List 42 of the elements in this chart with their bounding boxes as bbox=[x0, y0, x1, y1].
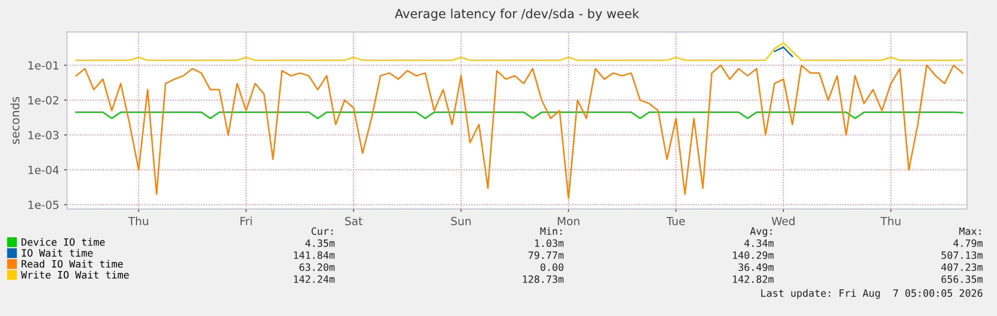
chart-title: Average latency for /dev/sda - by week bbox=[394, 8, 640, 21]
text: 142.24m bbox=[294, 275, 335, 283]
x-tick-label: Wed bbox=[772, 216, 795, 226]
x-tick-label: Tue bbox=[666, 216, 685, 226]
text: 141.84m bbox=[294, 251, 335, 259]
text: 4.79m bbox=[953, 239, 983, 247]
y-axis-title: seconds bbox=[10, 96, 20, 144]
legend-label: Read IO Wait time bbox=[22, 260, 123, 268]
x-tick-label: Sun bbox=[451, 216, 471, 226]
text: 63.20m bbox=[300, 263, 335, 271]
y-tick-label: 1e-01 bbox=[28, 61, 58, 70]
text: Min: bbox=[540, 227, 562, 235]
y-tick-label: 1e-04 bbox=[28, 166, 59, 174]
text: 407.23m bbox=[941, 263, 983, 271]
text: 1.03m bbox=[535, 239, 564, 247]
text: 507.13m bbox=[942, 251, 983, 259]
legend-label: IO Wait time bbox=[22, 248, 93, 257]
text: 36.49m bbox=[738, 263, 774, 271]
y-tick-label: 1e-03 bbox=[28, 130, 58, 140]
line-series bbox=[75, 42, 964, 61]
text: 79.77m bbox=[528, 251, 564, 259]
y-tick-label: 1e-02 bbox=[28, 96, 58, 104]
x-tick-label: Thu bbox=[128, 216, 148, 226]
text: 142.82m bbox=[733, 275, 774, 283]
x-tick-label: Mon bbox=[558, 216, 580, 226]
text: Max: bbox=[959, 227, 981, 235]
text: 656.35m bbox=[942, 275, 983, 283]
text: Last update: Fri Aug 7 05:00:05 2026 bbox=[761, 289, 982, 299]
text: 4.35m bbox=[305, 239, 335, 247]
text: 140.29m bbox=[733, 251, 774, 259]
legend-label: Write IO Wait time bbox=[21, 270, 129, 279]
text: Cur: bbox=[312, 227, 333, 235]
y-tick-label: 1e-05 bbox=[28, 200, 58, 210]
text: 128.73m bbox=[523, 275, 564, 283]
text: 0.00 bbox=[540, 263, 564, 271]
legend-label: Device IO time bbox=[22, 238, 105, 246]
line-series bbox=[75, 64, 964, 200]
x-tick-label: Sat bbox=[345, 216, 362, 226]
text: Avg: bbox=[750, 227, 772, 237]
text: 4.34m bbox=[744, 239, 774, 247]
x-tick-label: Thu bbox=[880, 216, 900, 226]
x-tick-label: Fri bbox=[240, 216, 252, 226]
